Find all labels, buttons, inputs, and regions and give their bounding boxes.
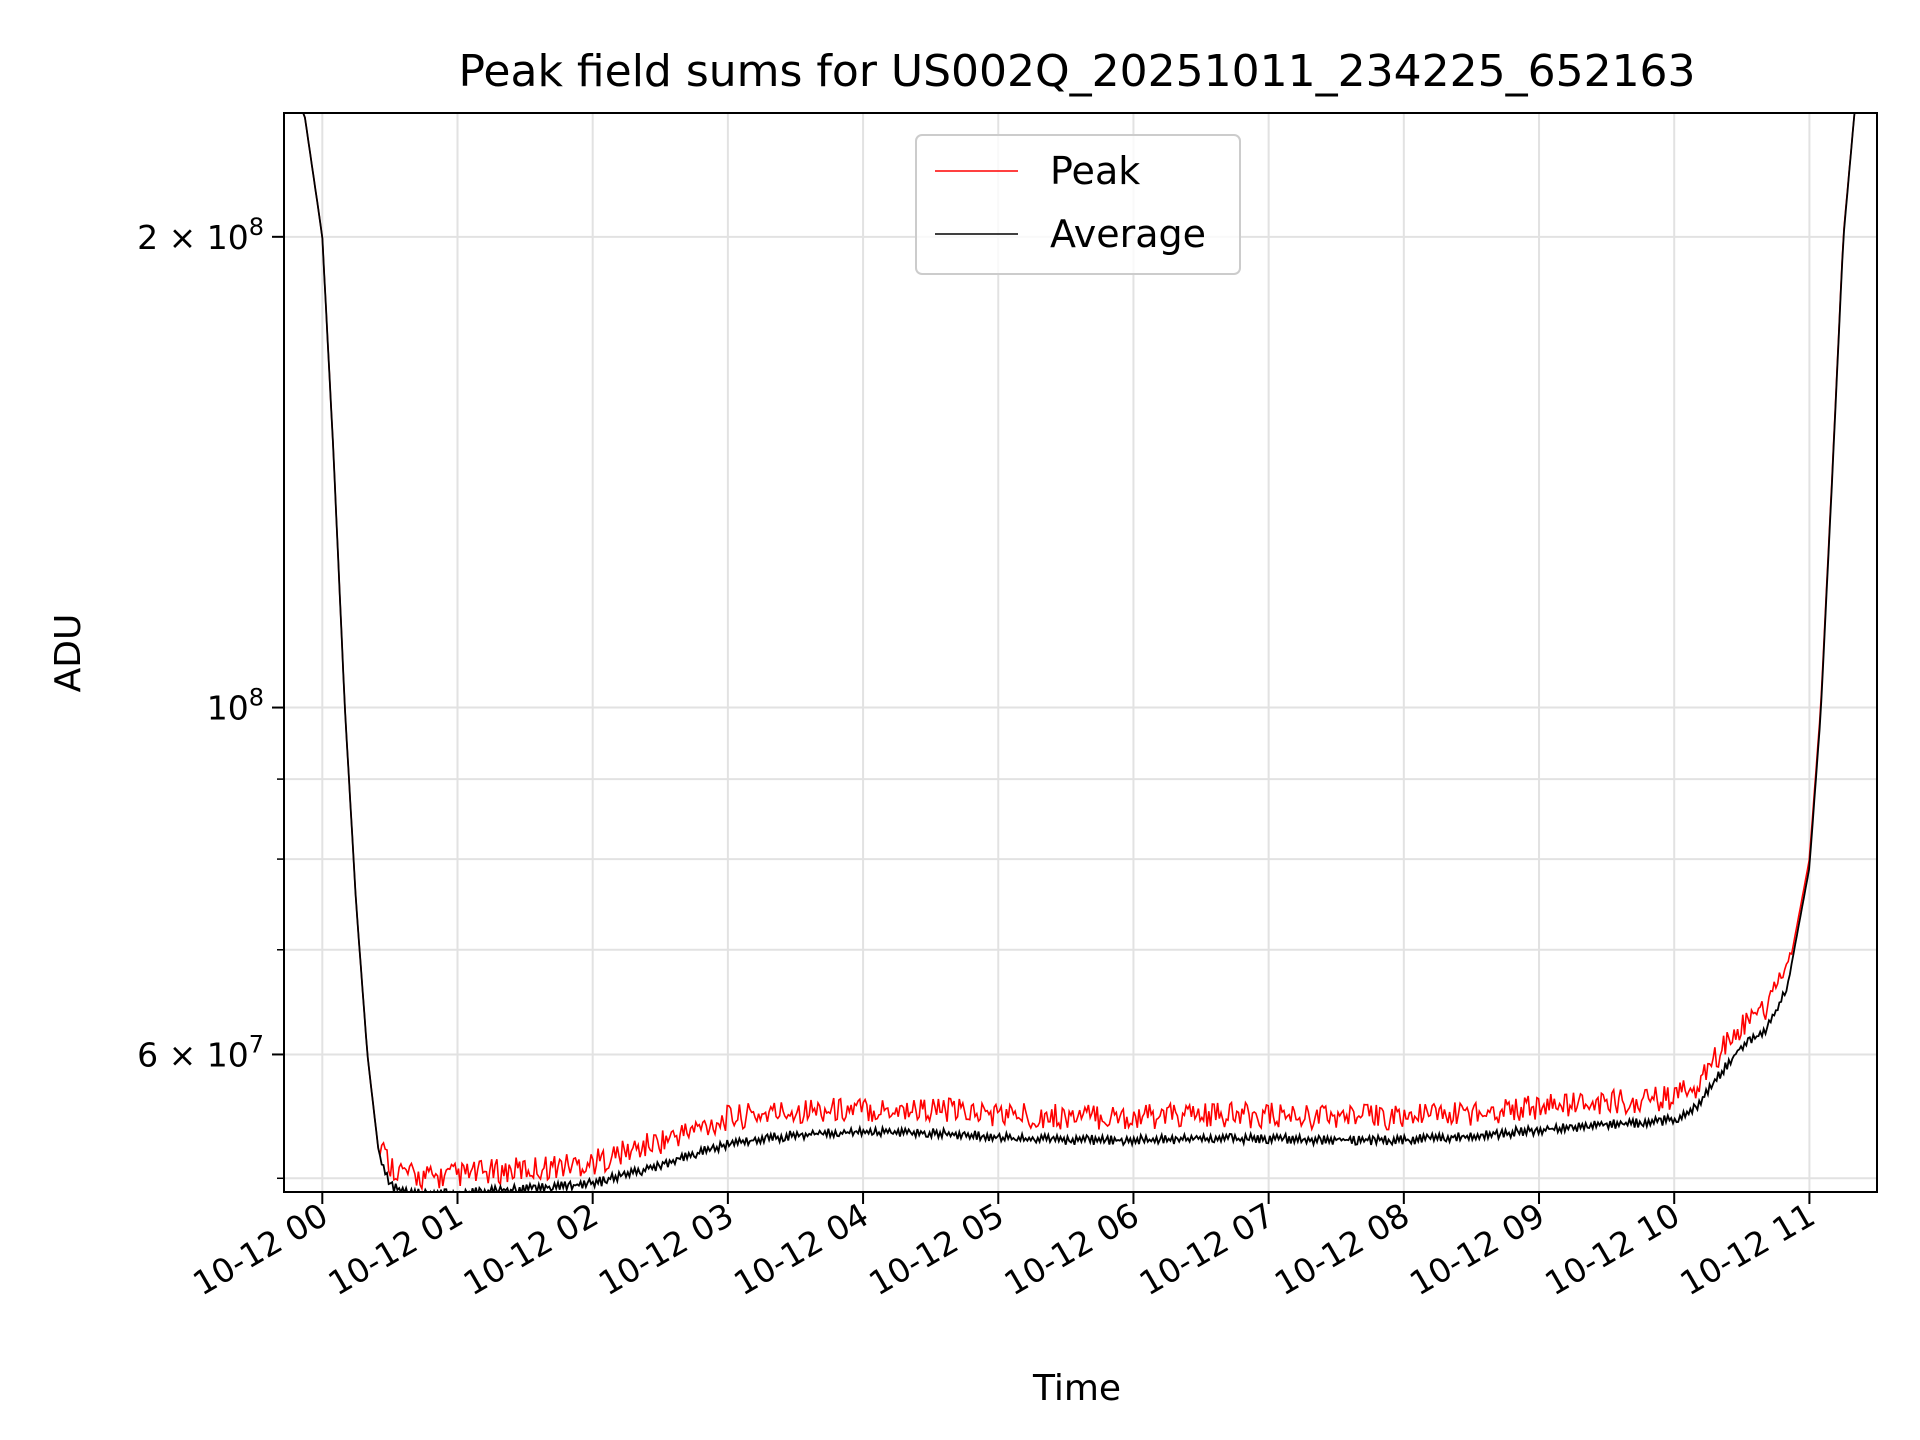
series-average	[284, 113, 1856, 1192]
legend-label-average: Average	[1050, 212, 1206, 256]
y-axis-label: ADU	[48, 614, 89, 693]
series-line-average	[284, 113, 1856, 1192]
series-layer	[284, 113, 1856, 1192]
series-peak	[284, 113, 1856, 1192]
legend: Peak Average	[915, 134, 1241, 275]
legend-label-peak: Peak	[1050, 149, 1140, 193]
y-tick-label: 2 × 108	[137, 213, 264, 257]
legend-box	[915, 134, 1241, 275]
x-axis-label: Time	[1032, 1368, 1121, 1409]
series-line-peak	[284, 113, 1856, 1192]
chart-title: Peak field sums for US002Q_20251011_2342…	[458, 46, 1695, 97]
plot-frame	[283, 112, 1878, 1193]
y-tick-label: 6 × 107	[137, 1030, 264, 1074]
grid	[284, 113, 1877, 1192]
